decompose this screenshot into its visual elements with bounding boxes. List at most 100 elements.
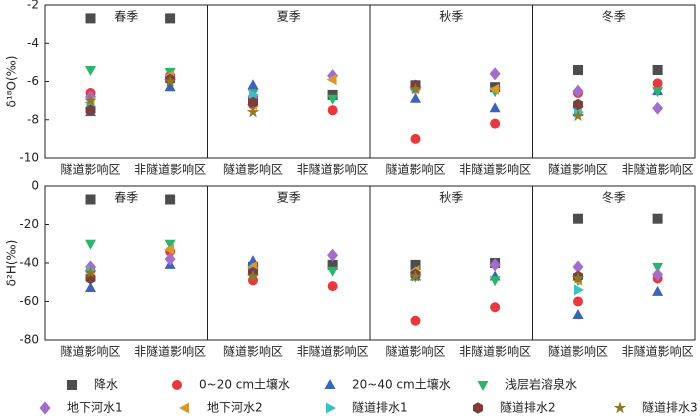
x-tick-label: 非隧道影响区 — [134, 162, 206, 177]
point — [489, 258, 501, 272]
legend-label: 降水 — [94, 378, 118, 392]
x-tick-label: 非隧道影响区 — [297, 344, 369, 359]
point — [163, 75, 177, 87]
panel-title: 春季 — [114, 191, 138, 205]
point — [326, 74, 337, 86]
panel-title: 夏季 — [277, 191, 301, 205]
point — [489, 83, 500, 95]
point — [327, 266, 339, 277]
point — [573, 98, 583, 111]
point — [489, 276, 501, 287]
legend-marker — [67, 380, 77, 390]
point — [410, 92, 421, 103]
y-tick-label: -40 — [19, 256, 39, 270]
point — [652, 268, 664, 282]
point — [409, 82, 422, 95]
point — [410, 315, 421, 326]
point — [85, 13, 96, 24]
point — [652, 285, 664, 296]
x-tick-label: 隧道影响区 — [385, 344, 445, 359]
legend-marker — [324, 379, 336, 389]
point — [571, 109, 585, 122]
point — [164, 81, 176, 92]
legend-marker — [613, 401, 627, 414]
x-tick-label: 非隧道影响区 — [622, 162, 694, 177]
point — [164, 252, 176, 266]
y-tick-label: -10 — [19, 151, 39, 165]
panel-title: 冬季 — [602, 190, 626, 205]
legend-label: 隧道排水2 — [500, 400, 556, 415]
y-tick-label: -80 — [19, 333, 39, 347]
panel-frame — [44, 4, 208, 159]
y-tick-label: -6 — [27, 74, 39, 88]
legend-label: 隧道排水3 — [642, 400, 698, 415]
x-tick-label: 非隧道影响区 — [622, 344, 694, 359]
x-tick-label: 隧道影响区 — [548, 344, 608, 359]
point — [327, 94, 339, 105]
point — [84, 94, 97, 106]
x-tick-label: 隧道影响区 — [223, 344, 283, 359]
point — [249, 89, 259, 101]
legend-label: 0~20 cm土壤水 — [199, 377, 290, 392]
y-axis-label: δ¹⁸O(‰) — [5, 56, 19, 108]
point — [248, 96, 258, 109]
point — [164, 244, 175, 255]
legend-marker — [326, 402, 336, 414]
point — [652, 87, 664, 98]
y-axis-label: δ²H(‰) — [5, 240, 19, 287]
y-tick-label: -8 — [27, 112, 39, 126]
point — [652, 101, 664, 115]
legend-marker — [179, 402, 189, 414]
panel-frame — [532, 4, 696, 159]
point — [573, 65, 583, 75]
panel-frame — [369, 185, 533, 341]
point — [410, 133, 421, 144]
point — [574, 284, 584, 296]
point — [490, 302, 501, 313]
point — [246, 270, 260, 282]
point — [85, 104, 96, 116]
legend-marker — [473, 402, 483, 414]
x-tick-label: 非隧道影响区 — [459, 162, 531, 177]
point — [85, 66, 96, 76]
legend-label: 地下河水1 — [67, 401, 123, 415]
y-tick-label: -20 — [19, 217, 39, 231]
point — [572, 309, 584, 319]
point — [652, 78, 663, 89]
legend-marker — [172, 380, 182, 390]
point — [84, 266, 97, 278]
y-tick-label: -2 — [27, 0, 39, 12]
y-tick-label: -4 — [27, 36, 39, 50]
legend-label: 隧道排水1 — [352, 400, 408, 415]
point — [489, 102, 501, 113]
panel-frame — [207, 4, 371, 159]
point — [652, 213, 663, 224]
point — [489, 67, 501, 81]
panel-title: 秋季 — [439, 191, 463, 205]
point — [164, 239, 176, 250]
point — [572, 84, 584, 98]
point — [327, 248, 339, 262]
x-tick-label: 隧道影响区 — [548, 162, 608, 177]
point — [327, 281, 338, 292]
x-tick-label: 非隧道影响区 — [134, 344, 206, 359]
x-tick-label: 隧道影响区 — [60, 162, 120, 177]
point — [652, 65, 663, 75]
point — [573, 296, 583, 307]
point — [490, 118, 501, 129]
y-tick-label: -60 — [19, 294, 39, 308]
legend-marker — [477, 381, 489, 391]
panel-frame — [207, 185, 371, 341]
legend-label: 地下河水2 — [207, 401, 263, 415]
point — [572, 260, 584, 274]
point — [246, 105, 260, 118]
x-tick-label: 非隧道影响区 — [297, 162, 369, 177]
y-tick-label: 0 — [31, 179, 39, 193]
panel-title: 夏季 — [277, 10, 301, 24]
legend-label: 浅层岩溶泉水 — [505, 377, 577, 392]
point — [327, 105, 338, 116]
x-tick-label: 隧道影响区 — [60, 344, 120, 359]
point — [165, 194, 176, 205]
point — [247, 79, 259, 90]
